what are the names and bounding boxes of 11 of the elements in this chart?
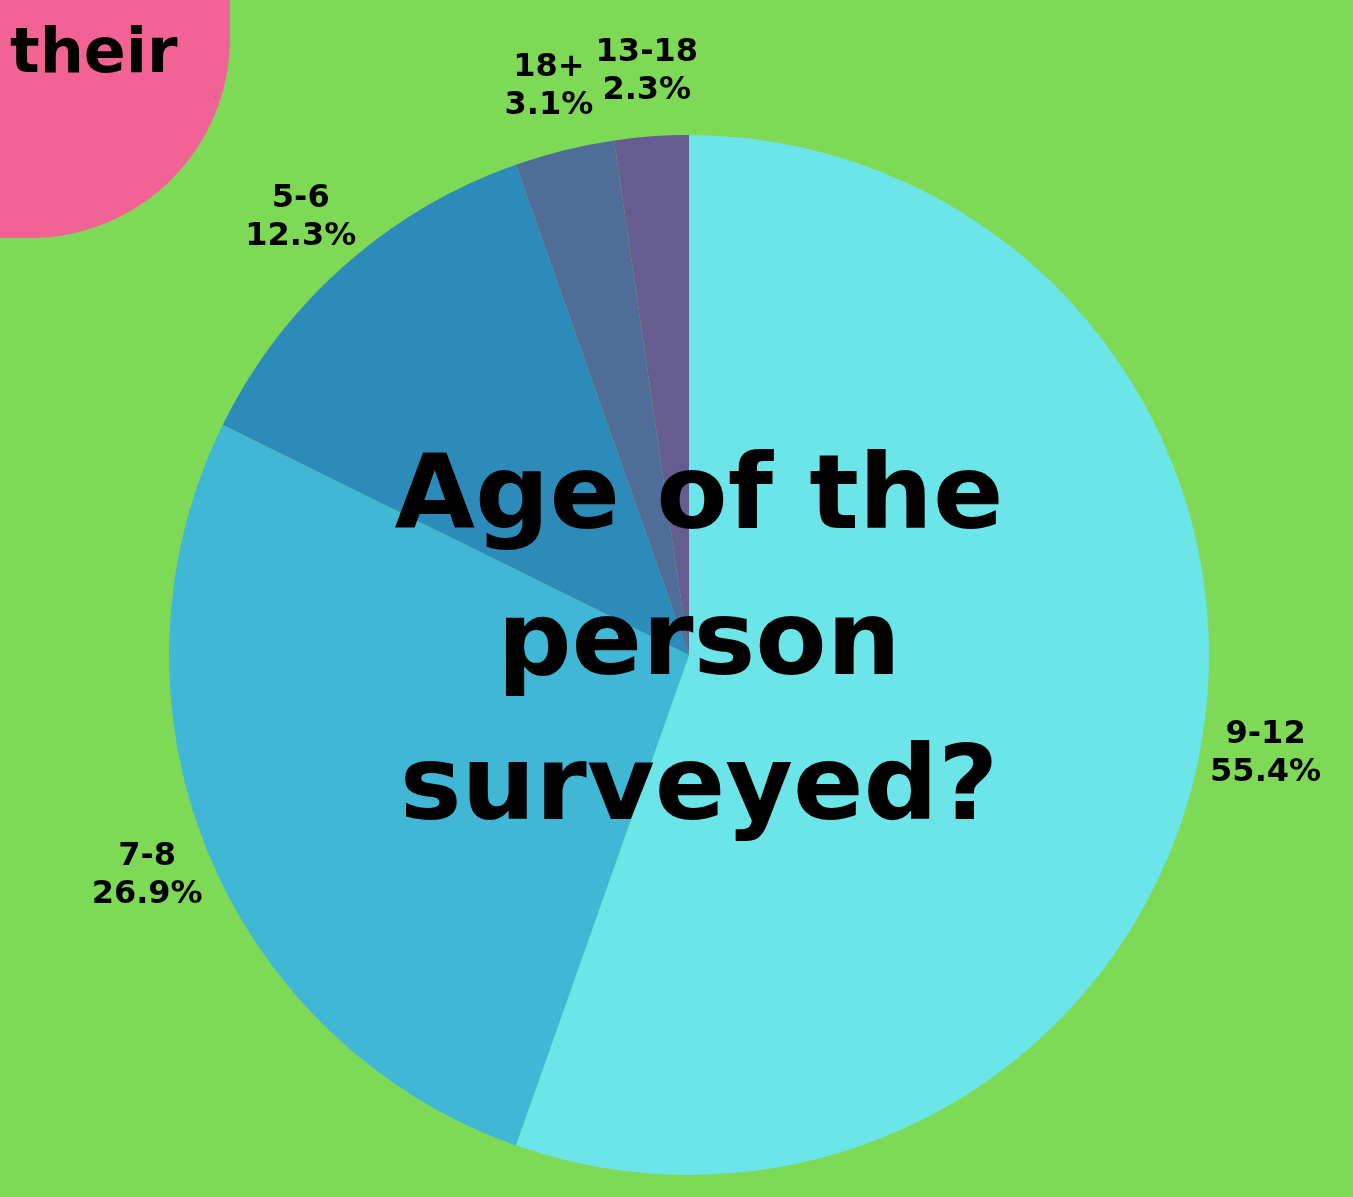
data-label: 26.9% xyxy=(91,872,203,911)
slice-label: 13-18 xyxy=(595,30,698,69)
data-label: 2.3% xyxy=(602,68,692,107)
slice-label: 18+ xyxy=(513,46,585,85)
slice-label: 7-8 xyxy=(118,834,177,873)
slice-label: 5-6 xyxy=(271,176,330,215)
data-label: 12.3% xyxy=(245,214,357,253)
slice-label: 9-12 xyxy=(1225,713,1306,752)
data-label: 3.1% xyxy=(504,84,594,123)
data-label: 55.4% xyxy=(1210,751,1322,790)
text: their xyxy=(10,14,178,87)
